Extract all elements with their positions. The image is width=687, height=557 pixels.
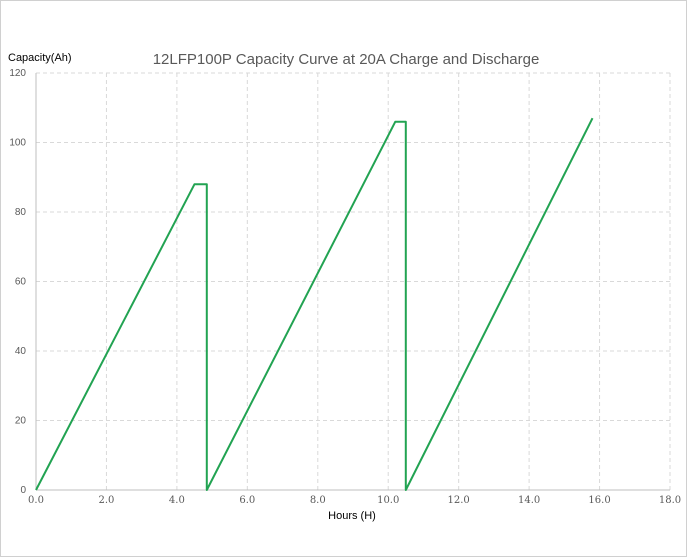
x-tick-label: 14.0 bbox=[518, 495, 540, 506]
x-tick-label: 18.0 bbox=[659, 495, 681, 506]
x-tick-label: 12.0 bbox=[448, 495, 470, 506]
x-tick-label: 2.0 bbox=[98, 495, 114, 506]
x-tick-label: 16.0 bbox=[588, 495, 610, 506]
y-axis-title: Capacity(Ah) bbox=[8, 52, 72, 64]
x-tick-label: 6.0 bbox=[239, 495, 255, 506]
x-tick-label: 10.0 bbox=[377, 495, 399, 506]
y-tick-label: 40 bbox=[15, 346, 27, 357]
y-tick-label: 80 bbox=[15, 207, 27, 218]
y-tick-label: 0 bbox=[20, 485, 26, 496]
y-tick-label: 120 bbox=[9, 68, 26, 79]
x-tick-label: 0.0 bbox=[28, 495, 44, 506]
x-tick-label: 8.0 bbox=[310, 495, 326, 506]
y-tick-label: 20 bbox=[15, 416, 27, 427]
x-tick-label: 4.0 bbox=[169, 495, 185, 506]
grid-lines bbox=[36, 72, 671, 490]
y-tick-label: 60 bbox=[15, 277, 27, 288]
capacity-series-line bbox=[35, 117, 594, 491]
x-tick-labels: 0.0 2.0 4.0 6.0 8.0 10.0 12.0 14.0 16.0 18.0 bbox=[28, 495, 681, 506]
y-tick-label: 100 bbox=[9, 138, 26, 149]
chart-title: 12LFP100P Capacity Curve at 20A Charge a… bbox=[153, 51, 540, 68]
x-axis-title: Hours (H) bbox=[328, 510, 376, 522]
y-tick-labels: 0 20 40 60 80 100 120 bbox=[9, 68, 26, 496]
